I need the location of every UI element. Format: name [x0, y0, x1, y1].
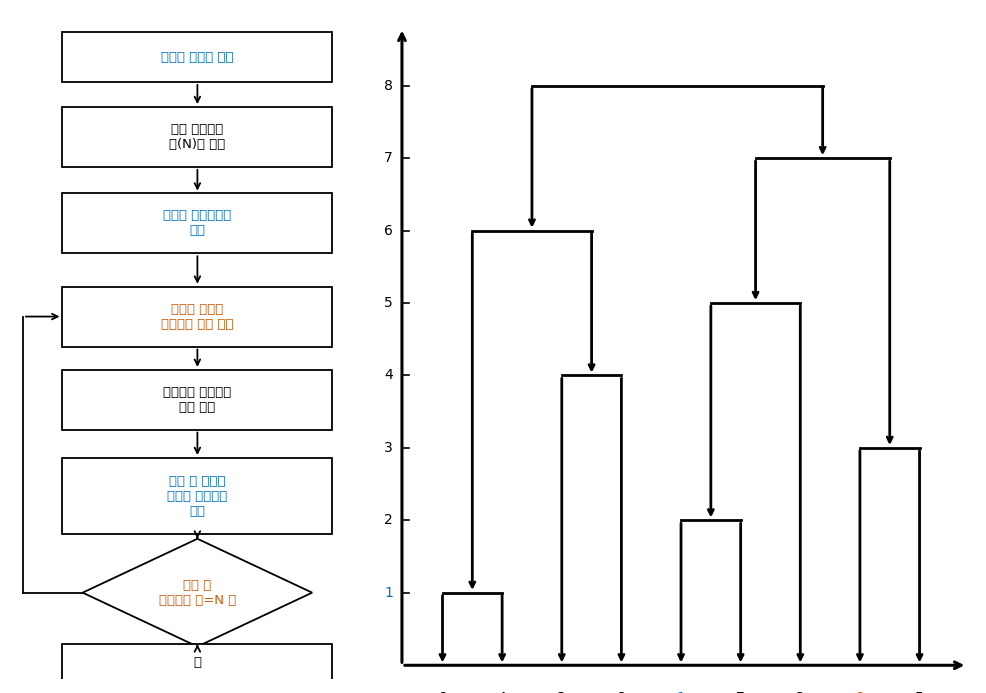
Bar [62, 193, 332, 254]
Bar [62, 32, 332, 82]
Text: 4: 4 [384, 369, 392, 383]
Text: 결합 후
클러스터 수=N ？: 결합 후 클러스터 수=N ？ [159, 579, 236, 606]
Text: 이용할 거리의 결정: 이용할 거리의 결정 [161, 51, 234, 64]
Text: 8: 8 [384, 79, 392, 93]
Text: 1: 1 [384, 586, 392, 600]
Text: 2: 2 [384, 514, 392, 527]
Text: 5: 5 [384, 296, 392, 310]
Text: 7: 7 [384, 151, 392, 165]
Text: 5: 5 [914, 691, 923, 693]
Text: 개체간 거리행열의
산출: 개체간 거리행열의 산출 [163, 209, 232, 238]
Polygon shape [83, 538, 312, 647]
Text: 4: 4 [497, 691, 506, 693]
Text: 2: 2 [795, 691, 804, 693]
Text: 결합 후 새로운
개체간 거리행열
산출: 결합 후 새로운 개체간 거리행열 산출 [167, 475, 228, 518]
Text: 8: 8 [616, 691, 625, 693]
Text: 6: 6 [384, 224, 392, 238]
Text: 3: 3 [557, 691, 566, 693]
Bar [62, 370, 332, 430]
Text: 6: 6 [438, 691, 447, 693]
Bar [62, 287, 332, 346]
Text: 최소거리 클러스터
쌍의 결합: 최소거리 클러스터 쌍의 결합 [163, 386, 232, 414]
Bar [62, 644, 332, 681]
Text: 7: 7 [736, 691, 744, 693]
Text: 3: 3 [384, 441, 392, 455]
Text: 9: 9 [855, 691, 864, 693]
Text: 거리가 최소인
클러스터 쌍의 발견: 거리가 최소인 클러스터 쌍의 발견 [161, 303, 234, 331]
Bar [62, 458, 332, 534]
Text: 최종 클러스터
수(N)의 결정: 최종 클러스터 수(N)의 결정 [170, 123, 225, 151]
Bar [62, 107, 332, 167]
Text: 끝: 끝 [193, 656, 201, 669]
Text: 1: 1 [676, 691, 684, 693]
